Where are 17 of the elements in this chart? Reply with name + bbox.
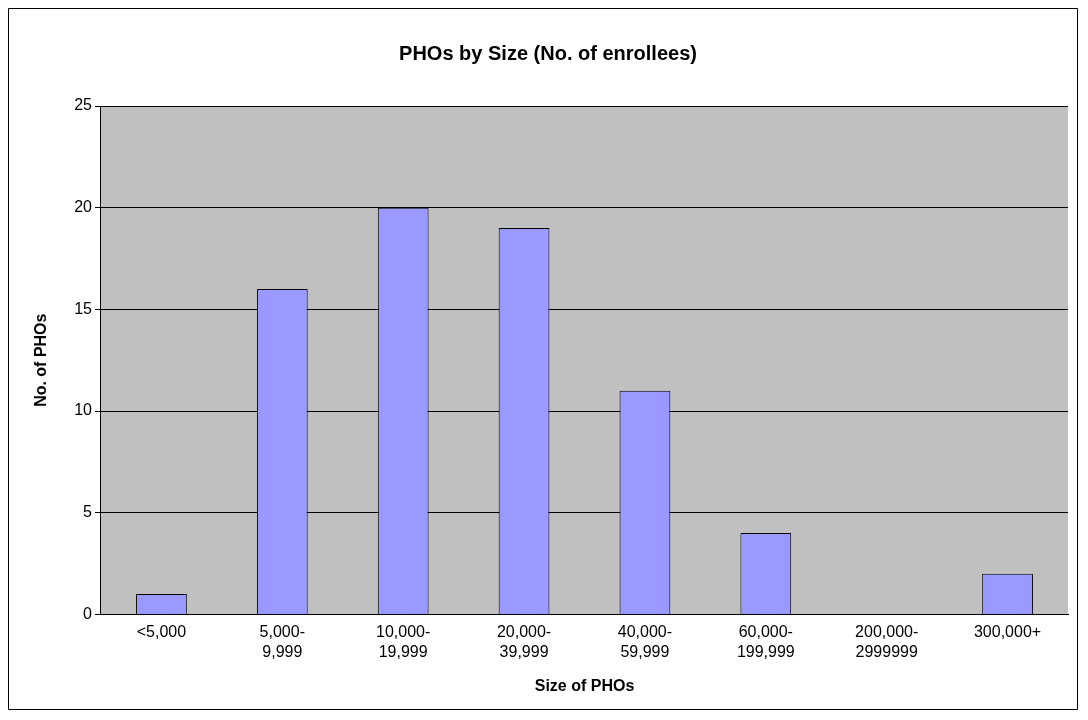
x-tick-label: <5,000 bbox=[136, 623, 187, 641]
y-axis-title: No. of PHOs bbox=[32, 313, 50, 407]
y-tick-label: 10 bbox=[74, 401, 93, 419]
chart-title: PHOs by Size (No. of enrollees) bbox=[399, 41, 697, 64]
x-tick-label: 10,000-19,999 bbox=[376, 623, 431, 660]
x-tick-label: 300,000+ bbox=[973, 623, 1042, 641]
x-axis-title: Size of PHOs bbox=[534, 676, 635, 694]
x-tick-label: 20,000-39,999 bbox=[496, 623, 552, 660]
x-tick-label: 200,000-2999999 bbox=[855, 623, 919, 660]
x-tick-label: 40,000-59,999 bbox=[617, 623, 673, 660]
x-tick-label: 5,000-9,999 bbox=[259, 623, 305, 660]
y-tick-label: 20 bbox=[74, 198, 93, 216]
y-tick-label: 15 bbox=[74, 299, 93, 317]
y-tick-label: 25 bbox=[74, 96, 93, 114]
x-tick-label: 60,000-199,999 bbox=[736, 623, 795, 660]
y-tick-label: 5 bbox=[83, 503, 93, 521]
y-tick-label: 0 bbox=[83, 604, 93, 622]
